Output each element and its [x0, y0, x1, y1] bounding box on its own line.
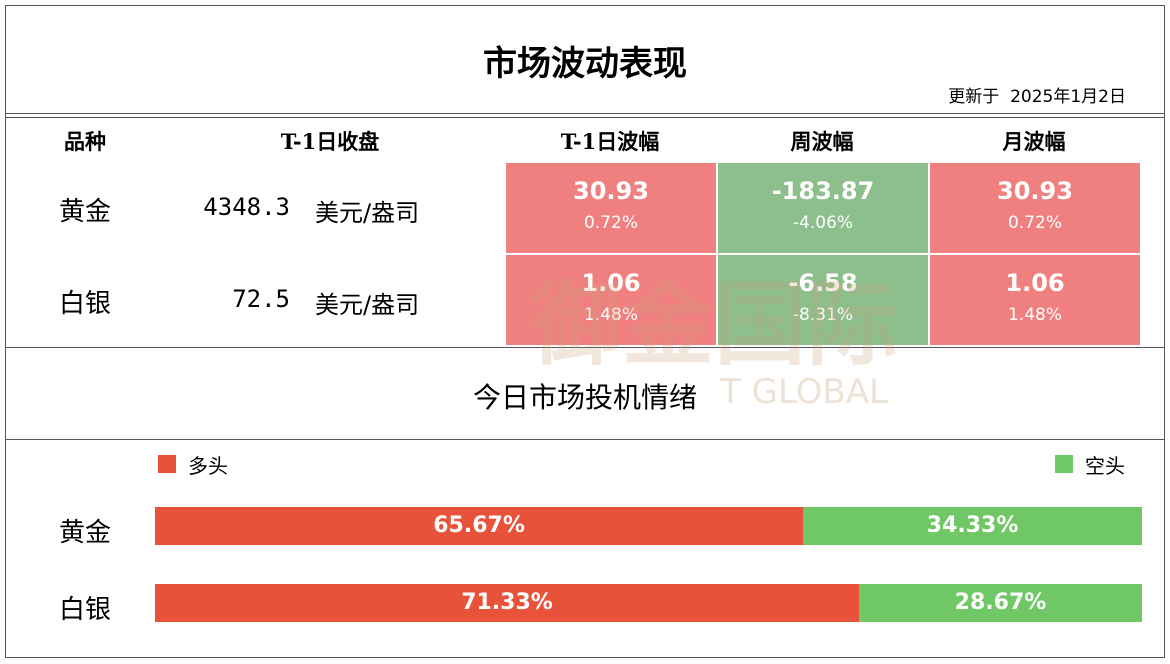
change-value: 1.06	[581, 269, 641, 297]
watermark: 御金国际	[530, 271, 899, 378]
change-pct: -4.06%	[792, 213, 854, 233]
legend-swatch	[158, 455, 176, 473]
column-header: 月波幅	[1002, 129, 1066, 154]
frame	[5, 5, 1165, 658]
change-pct: 1.48%	[583, 305, 638, 325]
sentiment-title: 今日市场投机情绪	[472, 381, 697, 414]
change-pct: 1.48%	[1007, 305, 1062, 325]
row-name: 黄金	[58, 518, 111, 548]
watermark: T GLOBAL	[720, 372, 888, 412]
change-pct: -8.31%	[792, 305, 854, 325]
sentiment-bar	[859, 584, 1142, 622]
divider	[5, 117, 1165, 118]
price: 72.5	[232, 285, 290, 313]
change-cell	[718, 163, 928, 253]
row-name: 白银	[58, 289, 111, 319]
unit: 美元/盎司	[315, 199, 420, 227]
change-value: 30.93	[997, 177, 1073, 205]
sentiment-bar	[155, 584, 860, 622]
change-value: -6.58	[788, 269, 858, 297]
bar-label: 71.33%	[461, 590, 553, 615]
legend-label: 多头	[188, 454, 228, 478]
change-cell	[718, 255, 928, 345]
divider	[5, 439, 1165, 440]
row-name: 黄金	[58, 197, 111, 227]
column-header: T-1日收盘	[280, 129, 380, 154]
bar-label: 34.33%	[926, 513, 1019, 538]
unit: 美元/盎司	[315, 291, 420, 319]
change-pct: 0.72%	[583, 213, 638, 233]
change-value: 1.06	[1005, 269, 1065, 297]
bar-label: 65.67%	[433, 513, 525, 538]
sentiment-bar	[803, 507, 1142, 545]
title: 市场波动表现	[483, 44, 687, 84]
change-value: 30.93	[573, 177, 649, 205]
change-cell	[930, 163, 1140, 253]
price: 4348.3	[203, 193, 290, 221]
column-header: 品种	[64, 129, 106, 154]
change-cell	[506, 255, 716, 345]
update-date: 更新于 2025年1月2日	[948, 87, 1126, 107]
row-name: 白银	[58, 595, 111, 625]
divider	[5, 347, 1165, 348]
legend-label: 空头	[1085, 454, 1125, 478]
change-cell	[930, 255, 1140, 345]
bar-label: 28.67%	[954, 590, 1047, 615]
change-pct: 0.72%	[1007, 213, 1062, 233]
column-header: 周波幅	[790, 129, 854, 154]
legend-swatch	[1055, 455, 1073, 473]
change-value: -183.87	[771, 177, 875, 205]
sentiment-bar	[155, 507, 804, 545]
change-cell	[506, 163, 716, 253]
column-header: T-1日波幅	[560, 129, 660, 154]
divider	[5, 113, 1165, 114]
